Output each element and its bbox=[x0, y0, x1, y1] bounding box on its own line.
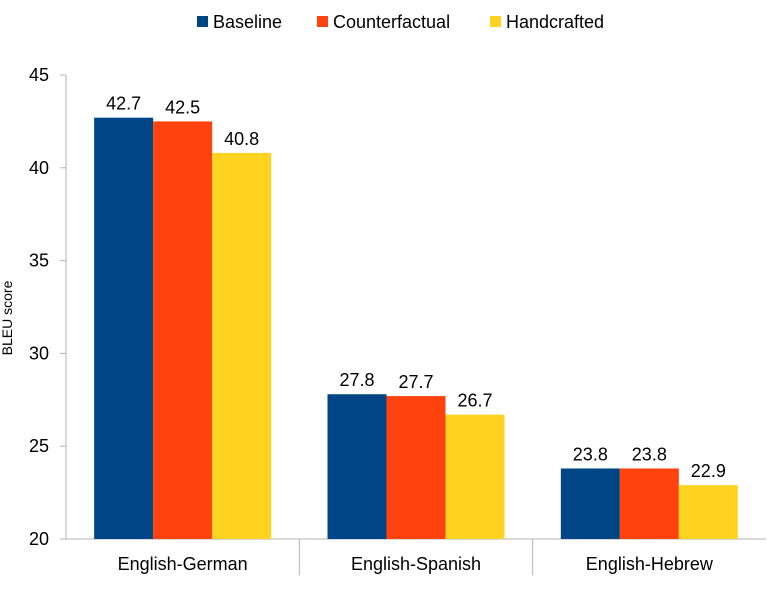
y-tick-label: 30 bbox=[29, 343, 49, 363]
bar-handcrafted-1 bbox=[212, 152, 272, 539]
bar-baseline-3 bbox=[560, 468, 620, 539]
data-label: 27.8 bbox=[339, 370, 374, 390]
legend-swatch-3 bbox=[490, 16, 501, 27]
chart-bars: 42.7 42.5 40.8 27.8 27.7 26.7 23.8 23.8 22.9 bbox=[94, 94, 738, 540]
chart-legend: Baseline Counterfactual Handcrafted bbox=[197, 12, 604, 32]
y-tick-label: 25 bbox=[29, 436, 49, 456]
bar-handcrafted-2 bbox=[445, 414, 505, 539]
data-label: 22.9 bbox=[691, 461, 726, 481]
y-tick-label: 40 bbox=[29, 158, 49, 178]
bar-baseline-1 bbox=[94, 117, 154, 540]
bar-counterfactual-3 bbox=[619, 468, 679, 539]
bar-counterfactual-2 bbox=[386, 396, 446, 539]
data-label: 42.5 bbox=[165, 97, 200, 117]
y-tick-label: 20 bbox=[29, 529, 49, 549]
x-category-label: English-German bbox=[118, 554, 248, 574]
x-axis-categories: English-German English-Spanish English-Heb… bbox=[118, 539, 714, 575]
legend-label-2: Counterfactual bbox=[333, 12, 450, 32]
y-tick-label: 45 bbox=[29, 65, 49, 85]
legend-label-1: Baseline bbox=[213, 12, 282, 32]
bar-baseline-2 bbox=[327, 394, 387, 539]
legend-swatch-2 bbox=[317, 16, 328, 27]
data-label: 27.7 bbox=[398, 372, 433, 392]
y-axis-title: BLEU score bbox=[0, 280, 15, 355]
y-axis-ticks: 20 25 30 35 40 45 bbox=[29, 65, 66, 549]
data-label: 26.7 bbox=[457, 391, 492, 411]
bar-counterfactual-1 bbox=[153, 121, 213, 540]
x-category-label: English-Hebrew bbox=[586, 554, 714, 574]
bar-handcrafted-3 bbox=[678, 485, 738, 539]
data-label: 40.8 bbox=[224, 129, 259, 149]
data-label: 23.8 bbox=[632, 444, 667, 464]
data-label: 23.8 bbox=[573, 444, 608, 464]
data-label: 42.7 bbox=[106, 94, 141, 114]
y-tick-label: 35 bbox=[29, 251, 49, 271]
legend-swatch-1 bbox=[197, 16, 208, 27]
legend-label-3: Handcrafted bbox=[506, 12, 604, 32]
x-category-label: English-Spanish bbox=[351, 554, 481, 574]
